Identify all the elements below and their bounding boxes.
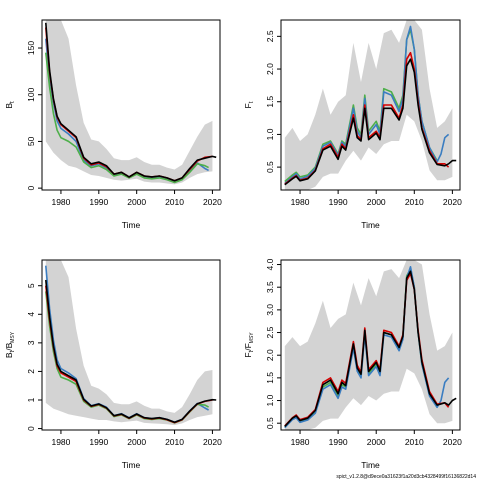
x-tick-label: 1980 (51, 437, 70, 447)
y-axis-title: Bt/BMSY (4, 331, 16, 358)
y-tick-label: 4 (26, 312, 36, 317)
x-tick-label: 1990 (329, 437, 348, 447)
panel-FFmsy: 1980 1990 2000 2010 2020 0.5 1.0 1.5 2.0 2.5 3.0 3.… (243, 258, 462, 470)
series-line-black (45, 279, 217, 424)
y-tick-label: 5 (26, 283, 36, 288)
panel-B: 1980 1990 2000 2010 2020 0 50 100 150 Time Bt (4, 19, 222, 230)
y-tick-label: 4.0 (265, 258, 275, 270)
x-tick-label: 2020 (203, 197, 222, 207)
confidence-band (45, 260, 213, 426)
y-axis-title-main: B (4, 352, 14, 358)
plot-area (45, 20, 217, 185)
footer-label: spict_v1.2.8@d9ece0a31623f1a20d3cb432849… (336, 474, 476, 480)
y-tick-label: 3.0 (265, 304, 275, 316)
series-line-black (45, 22, 217, 182)
x-tick-label: 1990 (89, 437, 108, 447)
y-axis-title-sub: t (10, 101, 16, 103)
y-axis-title-main: B (4, 103, 14, 109)
x-tick-label: 1980 (51, 197, 70, 207)
x-tick-label: 1980 (291, 437, 310, 447)
confidence-band (45, 20, 213, 185)
y-axis-title: Ft (243, 101, 255, 108)
x-axis-title: Time (122, 460, 141, 470)
panel-F: 1980 1990 2000 2010 2020 0.5 1.0 1.5 2.0 2.5 Time F… (243, 19, 462, 230)
y-tick-label: 100 (26, 87, 36, 101)
plot-area (45, 260, 217, 426)
y-tick-label: 1.0 (265, 394, 275, 406)
y-tick-label: 1.5 (265, 372, 275, 384)
plot-frame (41, 19, 221, 191)
y-tick-label: 50 (26, 136, 36, 146)
x-tick-label: 2000 (127, 197, 146, 207)
y-tick-label: 3 (26, 340, 36, 345)
series-line-green (45, 52, 209, 184)
y-axis-title-sub: t (10, 350, 16, 352)
x-axis-title: Time (122, 220, 141, 230)
panel-BBmsy: 1980 1990 2000 2010 2020 0 1 2 3 4 5 Time Bt/BMSY (4, 259, 222, 470)
x-tick-label: 1990 (329, 197, 348, 207)
series-line-black (284, 270, 457, 427)
y-axis-title-slash: /F (243, 343, 253, 351)
y-axis-title-main: F (243, 103, 253, 108)
y-tick-label: 2.5 (265, 30, 275, 42)
y-axis-title-sub: t (249, 101, 255, 103)
x-tick-label: 2000 (367, 197, 386, 207)
x-tick-label: 1980 (291, 197, 310, 207)
plot-frame (280, 19, 461, 191)
x-tick-label: 2010 (405, 197, 424, 207)
y-tick-label: 1.5 (265, 96, 275, 108)
y-tick-label: 0 (26, 185, 36, 190)
y-axis-title: Ft/FMSY (243, 332, 255, 358)
x-tick-label: 2000 (127, 437, 146, 447)
x-tick-label: 1990 (89, 197, 108, 207)
y-tick-label: 0.5 (265, 417, 275, 429)
plot-frame (280, 259, 461, 431)
y-axis-title-denom-sub: MSY (10, 331, 16, 343)
x-tick-label: 2010 (165, 437, 184, 447)
confidence-band (284, 260, 453, 430)
y-tick-label: 1 (26, 397, 36, 402)
x-tick-label: 2010 (405, 437, 424, 447)
plot-area (284, 260, 457, 430)
y-axis-title: Bt (4, 101, 16, 109)
series-line-black (284, 58, 457, 186)
y-tick-label: 2.0 (265, 349, 275, 361)
y-tick-label: 2.0 (265, 63, 275, 75)
confidence-band (284, 20, 453, 190)
plot-frame (41, 259, 221, 431)
x-axis-title: Time (361, 220, 380, 230)
x-axis-title: Time (361, 460, 380, 470)
y-axis-title-sub: t (249, 350, 255, 352)
plot-area (284, 20, 457, 190)
y-axis-title-slash: /B (4, 342, 14, 350)
y-axis-title-denom-sub: MSY (249, 332, 255, 344)
x-tick-label: 2020 (443, 197, 462, 207)
y-tick-label: 2.5 (265, 326, 275, 338)
y-tick-label: 3.5 (265, 281, 275, 293)
x-tick-label: 2020 (443, 437, 462, 447)
x-tick-label: 2020 (203, 437, 222, 447)
y-axis-title-main: F (243, 352, 253, 357)
x-tick-label: 2010 (165, 197, 184, 207)
x-tick-label: 2000 (367, 437, 386, 447)
y-tick-label: 1.0 (265, 128, 275, 140)
y-tick-label: 0 (26, 426, 36, 431)
y-tick-label: 2 (26, 369, 36, 374)
y-tick-label: 0.5 (265, 161, 275, 173)
y-tick-label: 150 (26, 41, 36, 55)
